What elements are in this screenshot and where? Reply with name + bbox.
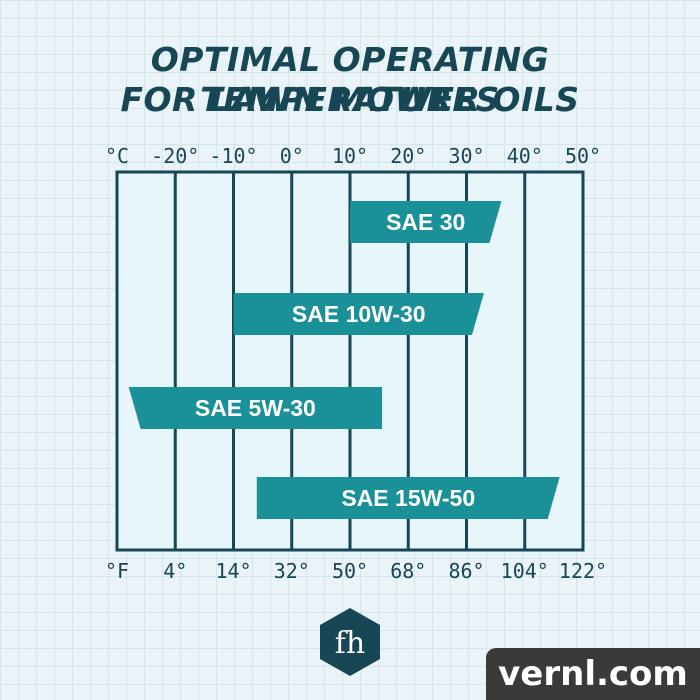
oil-range-bar bbox=[256, 477, 560, 519]
fahrenheit-tick-label: 86° bbox=[448, 559, 484, 583]
fahrenheit-tick-label: 104° bbox=[501, 559, 549, 583]
celsius-tick-label: 30° bbox=[448, 144, 484, 168]
watermark: vernl.com bbox=[486, 648, 700, 700]
oil-range-bar bbox=[128, 387, 383, 429]
fahrenheit-tick-label: 32° bbox=[274, 559, 310, 583]
oil-bar-label: SAE 10W-30 bbox=[292, 301, 426, 327]
celsius-tick-label: 20° bbox=[390, 144, 426, 168]
oil-range-bar bbox=[350, 201, 502, 243]
oil-bar-label: SAE 15W-50 bbox=[341, 485, 475, 511]
fahrenheit-tick-label: 14° bbox=[215, 559, 251, 583]
celsius-unit-label: °C bbox=[105, 144, 129, 168]
celsius-tick-label: -10° bbox=[209, 144, 257, 168]
celsius-tick-label: 50° bbox=[565, 144, 601, 168]
fahrenheit-tick-label: 50° bbox=[332, 559, 368, 583]
fahrenheit-tick-label: 68° bbox=[390, 559, 426, 583]
celsius-tick-label: 10° bbox=[332, 144, 368, 168]
fahrenheit-tick-label: 122° bbox=[559, 559, 607, 583]
fahrenheit-tick-label: 4° bbox=[163, 559, 187, 583]
celsius-tick-label: -20° bbox=[151, 144, 199, 168]
fh-hexagon-logo: fh bbox=[320, 608, 380, 676]
chart-title-line-1: OPTIMAL OPERATING TEMPERATURES bbox=[150, 40, 550, 119]
oil-range-bar bbox=[233, 293, 484, 335]
oil-bar-label: SAE 5W-30 bbox=[195, 395, 316, 421]
logo-text: fh bbox=[335, 626, 365, 661]
celsius-tick-label: 40° bbox=[507, 144, 543, 168]
fahrenheit-unit-label: °F bbox=[105, 559, 129, 583]
celsius-tick-label: 0° bbox=[280, 144, 304, 168]
oil-bar-label: SAE 30 bbox=[386, 209, 465, 235]
chart-title-line-2: FOR LAWN MOWER OILS bbox=[120, 80, 580, 119]
